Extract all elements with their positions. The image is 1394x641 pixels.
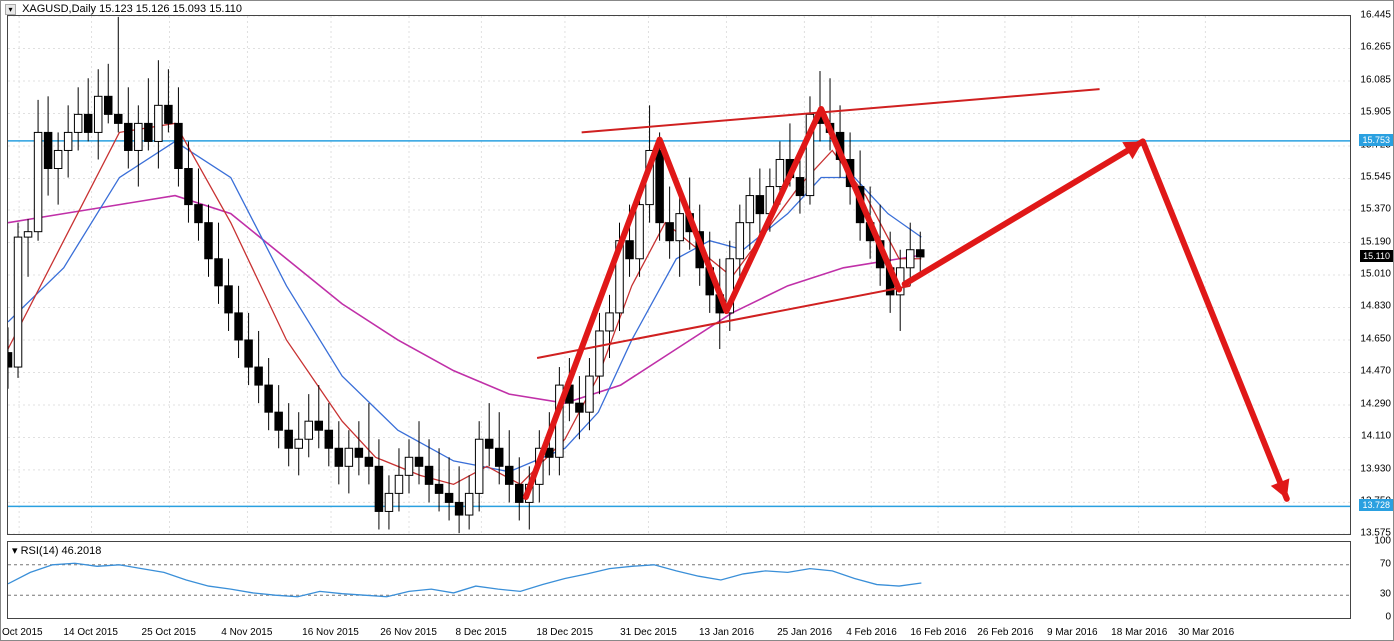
y-tick-label: 14.290 [1360, 398, 1391, 409]
chart-title: ▾ XAGUSD,Daily 15.123 15.126 15.093 15.1… [5, 3, 242, 15]
date-tick-label: 9 Mar 2016 [1047, 627, 1098, 638]
main-price-chart[interactable] [7, 15, 1351, 535]
date-tick-label: 4 Nov 2015 [221, 627, 272, 638]
rsi-tick-label: 70 [1380, 558, 1391, 569]
rsi-tick-label: 0 [1385, 612, 1391, 623]
price-level-tag: 13.728 [1359, 499, 1393, 511]
y-tick-label: 15.905 [1360, 107, 1391, 118]
date-axis: 2 Oct 201514 Oct 201525 Oct 20154 Nov 20… [7, 622, 1351, 640]
symbol-label: XAGUSD,Daily [22, 3, 96, 15]
ohlc-label: 15.123 15.126 15.093 15.110 [99, 3, 242, 15]
collapse-icon[interactable]: ▾ [12, 545, 18, 557]
y-tick-label: 15.545 [1360, 172, 1391, 183]
y-tick-label: 13.930 [1360, 463, 1391, 474]
y-tick-label: 16.265 [1360, 42, 1391, 53]
date-tick-label: 8 Dec 2015 [456, 627, 507, 638]
date-tick-label: 18 Mar 2016 [1111, 627, 1167, 638]
y-tick-label: 15.190 [1360, 236, 1391, 247]
y-tick-label: 14.830 [1360, 301, 1391, 312]
date-tick-label: 18 Dec 2015 [536, 627, 593, 638]
date-tick-label: 25 Jan 2016 [777, 627, 832, 638]
date-tick-label: 14 Oct 2015 [63, 627, 117, 638]
date-tick-label: 13 Jan 2016 [699, 627, 754, 638]
y-tick-label: 15.010 [1360, 269, 1391, 280]
rsi-indicator-chart[interactable]: ▾ RSI(14) 46.2018 [7, 541, 1351, 619]
rsi-tick-label: 100 [1374, 536, 1391, 547]
rsi-chart-svg [8, 542, 1350, 618]
rsi-title: ▾ RSI(14) 46.2018 [12, 544, 101, 557]
y-tick-label: 14.110 [1361, 431, 1391, 442]
date-tick-label: 2 Oct 2015 [0, 627, 43, 638]
current-price-tag: 15.110 [1360, 250, 1393, 262]
date-tick-label: 26 Nov 2015 [380, 627, 437, 638]
y-tick-label: 14.470 [1360, 366, 1391, 377]
date-tick-label: 16 Feb 2016 [910, 627, 966, 638]
date-tick-label: 25 Oct 2015 [142, 627, 196, 638]
y-tick-label: 14.650 [1360, 333, 1391, 344]
chart-container: ▾ XAGUSD,Daily 15.123 15.126 15.093 15.1… [0, 0, 1394, 641]
date-tick-label: 30 Mar 2016 [1178, 627, 1234, 638]
date-tick-label: 31 Dec 2015 [620, 627, 677, 638]
date-tick-label: 4 Feb 2016 [846, 627, 897, 638]
rsi-tick-label: 30 [1380, 589, 1391, 600]
rsi-axis: 10070300 [1353, 541, 1393, 619]
price-axis: 16.44516.26516.08515.90515.72515.54515.3… [1353, 15, 1393, 535]
y-tick-label: 15.370 [1360, 204, 1391, 215]
collapse-icon[interactable]: ▾ [5, 4, 16, 15]
main-chart-svg [8, 16, 1350, 534]
date-tick-label: 16 Nov 2015 [302, 627, 359, 638]
y-tick-label: 16.085 [1360, 74, 1391, 85]
price-level-tag: 15.753 [1359, 134, 1393, 146]
date-tick-label: 26 Feb 2016 [977, 627, 1033, 638]
y-tick-label: 16.445 [1360, 10, 1391, 21]
